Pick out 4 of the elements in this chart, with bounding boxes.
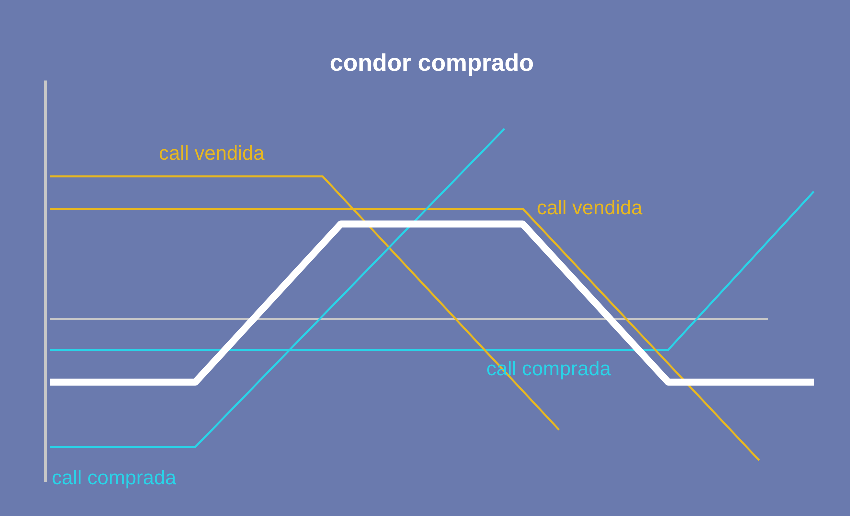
chart-title: condor comprado: [330, 50, 534, 78]
series-label: call vendida: [536, 197, 644, 220]
series-label: call vendida: [159, 143, 266, 166]
series-label: call comprada: [52, 468, 178, 490]
